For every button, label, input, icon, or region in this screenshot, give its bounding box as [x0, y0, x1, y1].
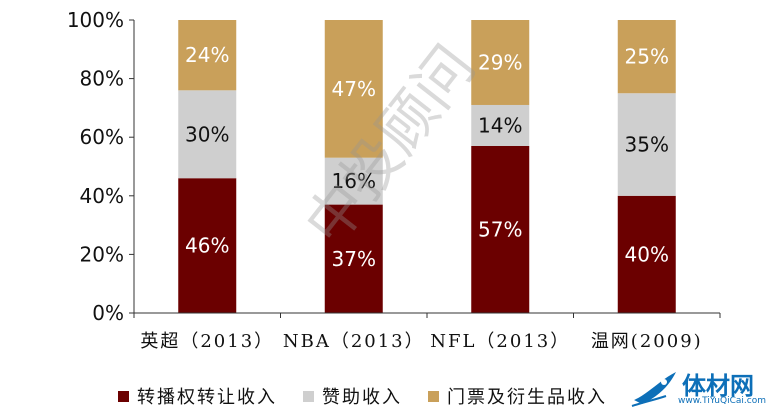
bars: 46% 30% 24% 37% 16% 47% 57% 14% 29% 40% 35% 25%: [178, 20, 676, 313]
y-tick-label: 20%: [80, 242, 124, 266]
legend-item-broadcast: 转播权转让收入: [118, 383, 277, 409]
bar-segment: [471, 20, 530, 105]
data-label: 16%: [332, 169, 376, 193]
y-tick-label: 80%: [80, 67, 124, 91]
logo-text: 体材网: [682, 372, 754, 400]
x-category-label: NFL（2013）: [430, 331, 570, 352]
legend: 转播权转让收入 赞助收入 门票及衍生品收入: [118, 383, 633, 409]
legend-label-sponsor: 赞助收入: [322, 387, 402, 408]
stacked-bar-chart: 0% 20% 40% 60% 80% 100% 46% 30% 24% 37% 16% 47% 57%…: [67, 8, 721, 352]
bar-segment: [178, 20, 237, 91]
bar-segment: [471, 145, 530, 313]
bar-segment: [617, 195, 676, 313]
y-tick-label: 40%: [80, 184, 124, 208]
legend-label-ticket: 门票及衍生品收入: [447, 387, 607, 408]
bar-segment: [617, 20, 676, 94]
legend-swatch-sponsor: [303, 390, 314, 402]
bar-segment: [324, 157, 383, 205]
data-label: 14%: [478, 113, 522, 137]
x-category-label: NBA（2013）: [283, 331, 425, 352]
data-label: 46%: [185, 234, 229, 258]
y-tick-label: 60%: [80, 125, 124, 149]
legend-swatch-ticket: [428, 390, 439, 402]
site-logo: 体材网 www.TiYuQiCai.com: [630, 366, 766, 412]
bar-segment: [324, 204, 383, 313]
legend-item-sponsor: 赞助收入: [303, 383, 402, 409]
data-label: 47%: [332, 77, 376, 101]
x-axis: 英超（2013） NBA（2013） NFL（2013） 温网(2009): [133, 312, 721, 352]
data-label: 30%: [185, 122, 229, 146]
data-label: 40%: [625, 242, 669, 266]
data-label: 25%: [625, 45, 669, 69]
bar-segment: [617, 93, 676, 196]
data-label: 37%: [332, 247, 376, 271]
x-category-label: 英超（2013）: [140, 331, 274, 352]
data-label: 29%: [478, 50, 522, 74]
rocket-logo-icon: [631, 372, 676, 407]
y-tick-label: 100%: [67, 8, 124, 32]
data-label: 57%: [478, 217, 522, 241]
legend-swatch-broadcast: [118, 390, 129, 402]
bar-segment: [471, 104, 530, 146]
bar-segment: [324, 20, 383, 158]
legend-label-broadcast: 转播权转让收入: [137, 387, 277, 408]
data-label: 24%: [185, 43, 229, 67]
data-label: 35%: [625, 133, 669, 157]
y-axis: 0% 20% 40% 60% 80% 100%: [67, 8, 135, 325]
logo-subtext: www.TiYuQiCai.com: [678, 396, 766, 406]
x-category-label: 温网(2009): [591, 331, 703, 352]
bar-segment: [178, 178, 237, 313]
y-tick-label: 0%: [92, 301, 124, 325]
legend-item-ticket: 门票及衍生品收入: [428, 383, 607, 409]
bar-segment: [178, 90, 237, 179]
